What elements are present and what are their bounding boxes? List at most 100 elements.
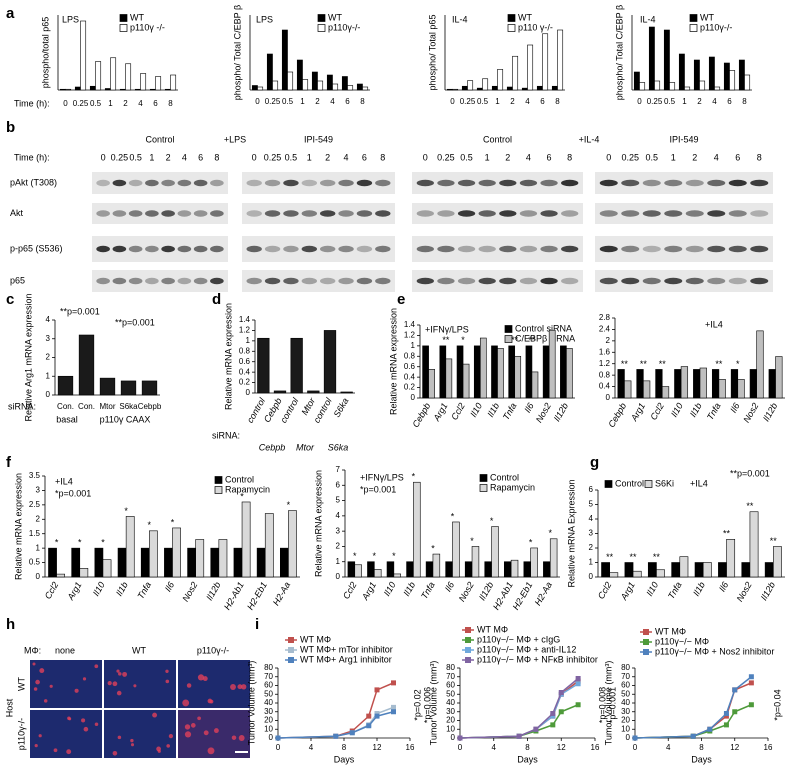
bar: [654, 80, 661, 91]
x-tick-label: Il10: [669, 401, 685, 419]
x-tick-label: 4: [309, 743, 314, 752]
blot-band: [283, 179, 299, 187]
group-label: S6ka: [328, 442, 349, 452]
micrograph: [104, 710, 176, 758]
blot-band: [750, 179, 769, 187]
group-label: Mtor: [296, 442, 315, 452]
stain-spot: [33, 687, 38, 691]
significance: *: [470, 536, 474, 546]
stain-spot: [94, 722, 99, 726]
lane-time: 8: [380, 152, 385, 162]
point: [558, 709, 564, 715]
significance: *: [101, 538, 105, 548]
bar: [714, 86, 721, 91]
x-tick-label: 8: [555, 97, 560, 106]
bar: [521, 87, 528, 91]
bar: [347, 561, 356, 578]
blot-band: [416, 277, 434, 285]
x-tick-label: Il12b: [761, 401, 779, 423]
bar: [140, 547, 150, 578]
bar: [141, 380, 158, 396]
y-tick-label: 3: [46, 334, 51, 343]
stain-spot: [197, 674, 205, 681]
blot-band: [599, 179, 618, 187]
x-tick-label: 0.25: [647, 97, 663, 106]
bar: [251, 85, 258, 91]
x-tick-label: 16: [591, 743, 600, 752]
blot-band: [540, 277, 558, 285]
blot-strip: [412, 270, 583, 292]
significance: **: [659, 359, 667, 369]
bar: [476, 87, 483, 91]
point: [550, 711, 556, 716]
bar: [340, 391, 353, 394]
lane-time: 2: [325, 152, 330, 162]
legend-swatch: [689, 14, 698, 22]
stain-spot: [34, 743, 38, 748]
x-tick-label: Il6: [717, 580, 730, 593]
blot-band: [519, 179, 538, 187]
blot-band: [707, 210, 726, 217]
blot-band: [437, 245, 455, 253]
y-tick-label: 1.5: [29, 529, 41, 538]
lane-time: 0: [423, 152, 428, 162]
bar: [422, 345, 429, 399]
bar: [89, 85, 96, 91]
bar: [445, 358, 453, 399]
legend-marker: [465, 637, 471, 643]
blot-band: [478, 179, 496, 187]
x-tick-label: Ccl2: [648, 401, 666, 422]
lane-time: 2: [505, 152, 510, 162]
blot-band: [210, 245, 224, 253]
stain-spot: [209, 699, 214, 704]
bar: [601, 562, 610, 578]
x-tick-label: Il6: [728, 401, 741, 414]
y-axis-label: phospho/ Total C/EBP β: [614, 5, 624, 100]
chart-title: LPS: [62, 14, 79, 24]
y-tick-label: 0.5: [29, 558, 41, 567]
blot-strip: [242, 236, 395, 262]
bar: [655, 369, 663, 399]
bar: [633, 71, 640, 91]
blot-band: [642, 210, 661, 217]
blot-band: [437, 210, 455, 217]
x-tick-label: 8: [699, 743, 704, 752]
blot-band: [599, 277, 618, 285]
blot-band: [145, 277, 159, 285]
significance: **: [511, 335, 519, 345]
y-tick-label: 10: [621, 724, 630, 733]
legend-label: p110 γ-/-: [518, 22, 553, 32]
y-tick-label: 50: [446, 689, 455, 698]
blot-band: [728, 179, 747, 187]
legend-label: Control siRNA: [515, 323, 572, 333]
y-tick-label: 80: [446, 663, 455, 672]
lane-time: 0: [606, 152, 611, 162]
y-tick-label: 0.6: [239, 357, 251, 366]
legend-swatch: [504, 335, 513, 343]
bar: [79, 568, 89, 578]
blot-band: [642, 245, 661, 253]
bar: [134, 88, 141, 91]
lane-time: 1: [671, 152, 676, 162]
blot-band: [96, 277, 110, 285]
stain-spot: [38, 734, 42, 738]
legend-label: WT MΦ: [477, 624, 508, 634]
image-row-label: p110γ-/-: [16, 718, 26, 750]
y-tick-label: 2: [606, 336, 611, 345]
blot-band: [319, 210, 336, 217]
bar: [456, 345, 464, 399]
bar: [172, 527, 181, 578]
y-tick-label: 0.4: [599, 382, 611, 391]
x-tick-label: Il6: [163, 580, 176, 593]
blot-band: [193, 210, 208, 217]
blot-row-label: p65: [10, 275, 25, 285]
stain-spot: [81, 718, 86, 723]
y-tick-label: 1.6: [599, 347, 611, 356]
y-axis-label: Relative mRNA expression: [388, 308, 398, 415]
blot-band: [193, 277, 208, 285]
lane-time: 6: [735, 152, 740, 162]
blot-strip: [92, 270, 228, 292]
y-tick-label: 0: [336, 572, 341, 581]
lane-time: 0.5: [645, 152, 658, 162]
bar: [256, 547, 266, 578]
